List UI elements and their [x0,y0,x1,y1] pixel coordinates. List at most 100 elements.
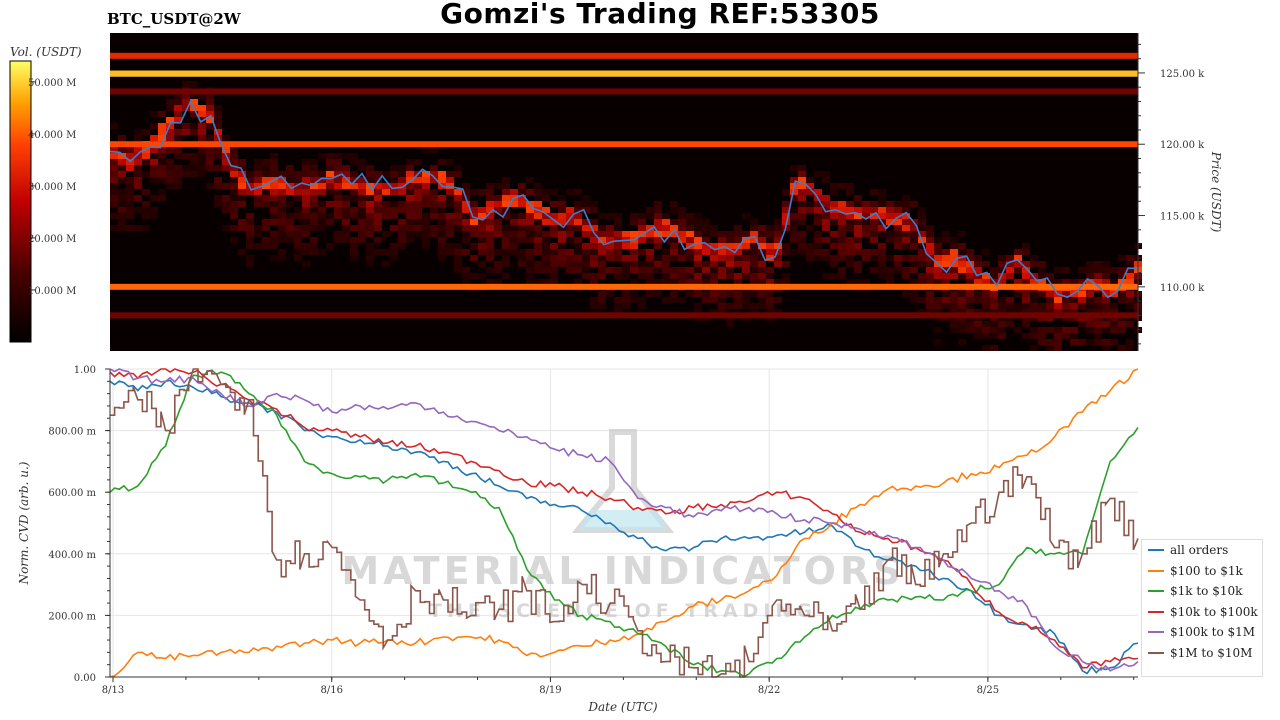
heatmap-cell [390,201,398,207]
heatmap-cell [974,333,982,339]
heatmap-cell [542,255,550,261]
heatmap-cell [134,135,142,141]
heatmap-cell [830,213,838,219]
heatmap-cell [302,249,310,255]
heatmap-cell [550,219,558,225]
heatmap-cell [734,237,742,243]
heatmap-cell [414,159,422,165]
heatmap-cell [918,297,926,303]
heatmap-cell [950,321,958,327]
heatmap-cell [398,231,406,237]
heatmap-cell [558,201,566,207]
heatmap-cell [254,231,262,237]
heatmap-cell [814,237,822,243]
heatmap-cell [726,291,734,297]
heatmap-cell [662,219,670,225]
heatmap-cell [726,255,734,261]
heatmap-cell [286,237,294,243]
liquidity-band-top [110,70,1138,77]
heatmap-cell [1038,333,1046,339]
heatmap-cell [142,201,150,207]
heatmap-cell [310,183,318,189]
heatmap-cell [126,189,134,195]
heatmap-cell [822,195,830,201]
heatmap-cell [910,255,918,261]
y-tick-label: 0.00 [74,673,96,684]
heatmap-cell [622,231,630,237]
heatmap-cell [494,213,502,219]
heatmap-cell [686,225,694,231]
heatmap-cell [334,231,342,237]
heatmap-cell [262,237,270,243]
heatmap-cell [734,297,742,303]
heatmap-cell [318,207,326,213]
heatmap-cell [702,219,710,225]
heatmap-cell [622,273,630,279]
heatmap-cell [438,243,446,249]
heatmap-cell [126,153,134,159]
heatmap-cell [126,165,134,171]
heatmap-cell [230,171,238,177]
heatmap-cell [350,207,358,213]
heatmap-cell [494,201,502,207]
y-tick-label: 400.00 m [48,550,96,561]
heatmap-cell [270,153,278,159]
heatmap-cell [150,147,158,153]
legend-label: $10k to $100k [1170,604,1258,619]
heatmap-cell [774,243,782,249]
heatmap-cell [806,225,814,231]
heatmap-cell [1054,309,1062,315]
heatmap-cell [214,111,222,117]
price-tick-label: 110.00 k [1160,283,1205,294]
heatmap-cell [454,255,462,261]
heatmap-cell [838,183,846,189]
heatmap-cell [934,243,942,249]
heatmap-cell [814,219,822,225]
heatmap-cell [126,147,134,153]
heatmap-cell [566,225,574,231]
heatmap-cell [782,189,790,195]
heatmap-cell [894,267,902,273]
heatmap-cell [790,165,798,171]
heatmap-cell [190,81,198,87]
heatmap-cell [934,279,942,285]
heatmap-cell [398,183,406,189]
heatmap-cell [270,207,278,213]
heatmap-cell [966,321,974,327]
heatmap-cell [1078,279,1086,285]
heatmap-cell [694,303,702,309]
heatmap-cell [366,195,374,201]
heatmap-cell [238,201,246,207]
heatmap-cell [366,171,374,177]
heatmap-cell [550,267,558,273]
heatmap-cell [1070,309,1078,315]
heatmap-cell [1110,303,1118,309]
heatmap-cell [774,225,782,231]
heatmap-cell [702,261,710,267]
heatmap-cell [934,273,942,279]
heatmap-cell [294,171,302,177]
heatmap-cell [534,189,542,195]
heatmap-cell [422,189,430,195]
heatmap-cell [1102,327,1110,333]
heatmap-cell [1038,267,1046,273]
heatmap-cell [678,219,686,225]
heatmap-cell [190,99,198,105]
heatmap-cell [750,303,758,309]
heatmap-cell [214,183,222,189]
heatmap-cell [686,279,694,285]
heatmap-cell [206,123,214,129]
heatmap-cell [222,207,230,213]
heatmap-cell [502,195,510,201]
heatmap-cell [110,123,118,129]
heatmap-cell [894,225,902,231]
heatmap-cell [1070,303,1078,309]
heatmap-cell [830,261,838,267]
heatmap-cell [702,279,710,285]
heatmap-cell [854,243,862,249]
heatmap-cell [750,255,758,261]
heatmap-cell [958,267,966,273]
heatmap-cell [278,219,286,225]
heatmap-cell [750,261,758,267]
heatmap-cell [958,249,966,255]
